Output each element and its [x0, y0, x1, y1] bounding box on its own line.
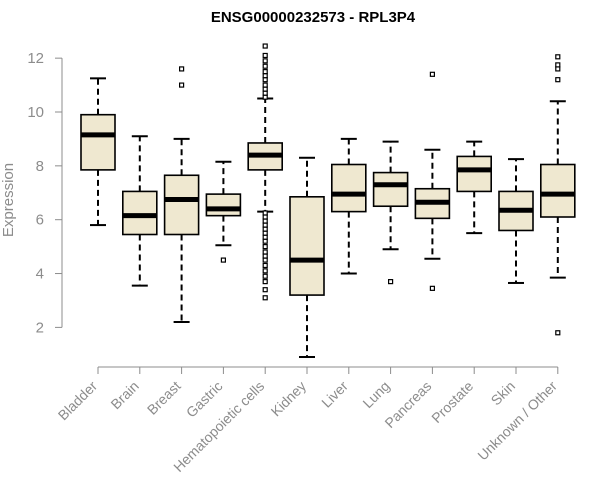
box-iqr [205, 193, 242, 217]
outlier-point [179, 66, 185, 72]
outlier-point [262, 63, 268, 69]
outlier-point [262, 238, 268, 244]
y-tick-label: 2 [36, 319, 44, 336]
box-iqr [122, 190, 158, 236]
outlier-point [262, 52, 268, 59]
box-iqr [372, 171, 409, 208]
x-category-label: Breast [144, 378, 184, 418]
x-category-label: Lung [359, 378, 392, 411]
outlier-point [262, 253, 268, 259]
outlier-point [262, 268, 268, 274]
outlier-point [262, 218, 268, 224]
outlier-point [262, 73, 268, 79]
outlier-point [262, 230, 268, 236]
box-1 [122, 135, 158, 287]
box-iqr [456, 155, 493, 193]
outlier-point [262, 279, 268, 285]
x-category-label: Bladder [55, 378, 101, 424]
outlier-point [262, 234, 268, 240]
box-group [80, 43, 576, 358]
x-category-label: Liver [318, 378, 351, 411]
outlier-point [555, 66, 561, 72]
outlier-point [429, 285, 435, 291]
outlier-point [262, 249, 268, 255]
x-category-label: Skin [488, 378, 519, 409]
box-iqr [80, 113, 116, 171]
x-category-label: Brain [107, 378, 141, 412]
outlier-point [262, 295, 268, 301]
box-11 [539, 54, 576, 336]
outlier-point [262, 82, 268, 88]
x-category-label: Kidney [268, 378, 310, 420]
x-category-label: Prostate [428, 378, 476, 426]
outlier-point [262, 273, 268, 279]
outlier-point [555, 330, 561, 336]
y-tick-label: 6 [36, 212, 44, 229]
outlier-point [179, 82, 185, 88]
outlier-point [262, 43, 268, 49]
outlier-point [262, 257, 268, 263]
outlier-point [262, 262, 268, 269]
outlier-point [262, 226, 268, 232]
box-10 [498, 158, 534, 284]
outlier-point [262, 222, 268, 228]
outlier-point [388, 279, 394, 285]
outlier-point [262, 210, 268, 216]
box-7 [372, 140, 409, 285]
outlier-point [262, 58, 268, 64]
outlier-point [262, 94, 268, 100]
y-axis-label: Expression [0, 163, 17, 237]
y-tick-label: 4 [36, 266, 44, 283]
box-6 [330, 137, 367, 275]
outlier-point [429, 71, 435, 77]
box-9 [456, 140, 493, 235]
outlier-point [262, 244, 268, 250]
y-axis: 2 4 6 8 10 12 [27, 50, 63, 336]
y-tick-label: 12 [27, 50, 44, 67]
box-iqr [539, 163, 576, 218]
y-tick-label: 8 [36, 158, 44, 175]
box-iqr [163, 174, 200, 236]
box-2 [163, 66, 200, 323]
outlier-point [555, 77, 561, 83]
box-8 [414, 71, 451, 291]
outlier-point [220, 257, 226, 263]
x-category-label: Unknown / Other [474, 378, 560, 464]
outlier-point [262, 287, 268, 293]
box-5 [289, 156, 325, 358]
outlier-point [262, 86, 268, 92]
box-0 [80, 77, 116, 227]
box-4 [247, 43, 283, 301]
chart-title: ENSG00000232573 - RPL3P4 [211, 9, 416, 26]
outlier-point [262, 69, 268, 75]
outlier-point [262, 77, 268, 83]
box-iqr [330, 163, 367, 213]
box-3 [205, 160, 242, 263]
y-tick-label: 10 [27, 104, 44, 121]
outlier-point [555, 54, 561, 60]
box-iqr [289, 196, 325, 296]
outlier-point [262, 214, 268, 220]
outlier-point [555, 62, 561, 68]
outlier-point [262, 90, 268, 96]
